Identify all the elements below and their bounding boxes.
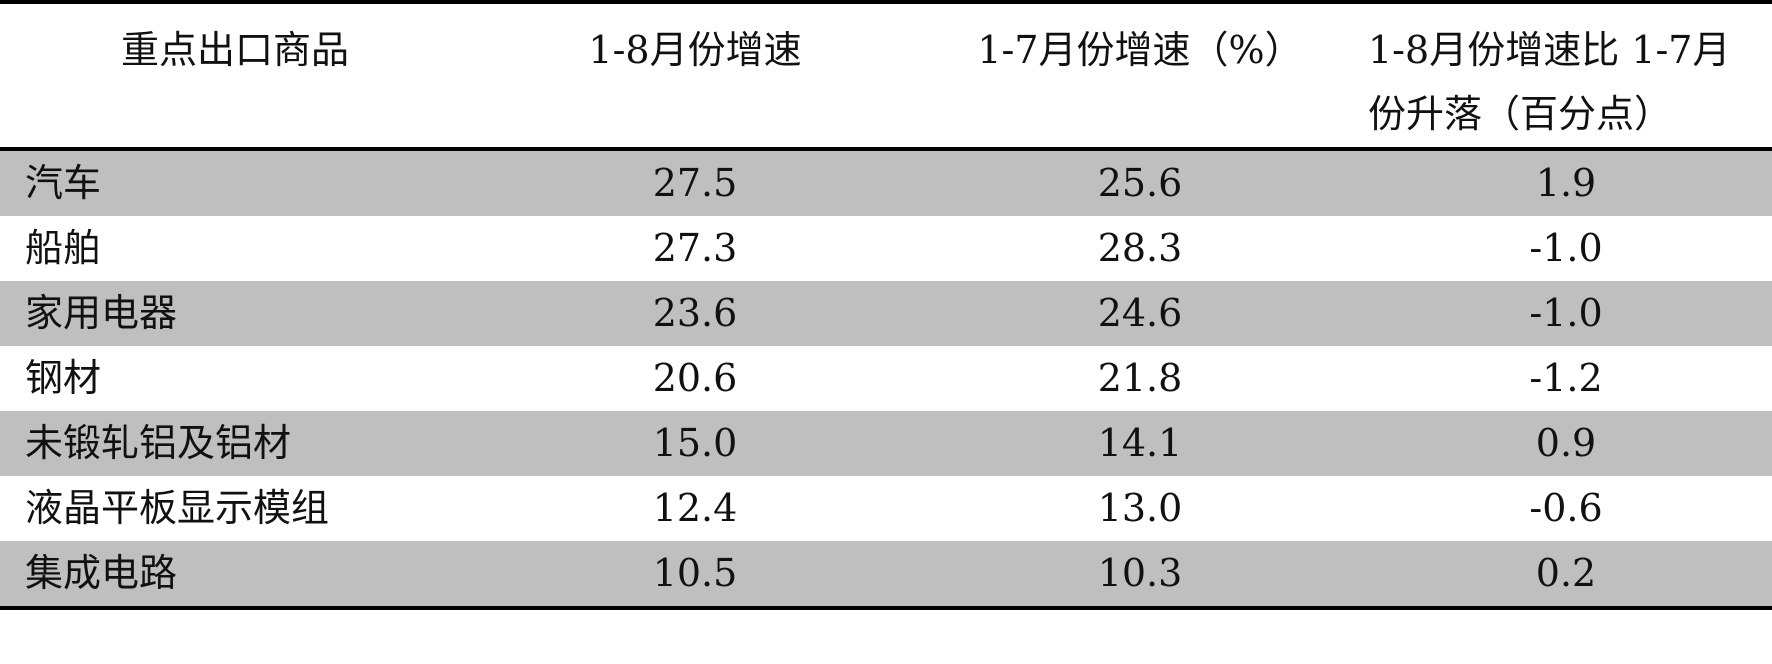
table-row: 家用电器 23.6 24.6 -1.0 xyxy=(0,281,1772,346)
value-cell: 12.4 xyxy=(652,486,738,530)
table-row: 船舶 27.3 28.3 -1.0 xyxy=(0,216,1772,281)
product-cell: 钢材 xyxy=(25,356,102,400)
product-cell: 未锻轧铝及铝材 xyxy=(25,421,292,465)
table-row: 集成电路 10.5 10.3 0.2 xyxy=(0,541,1772,608)
header-row: 重点出口商品 1-8月份增速 1-7月份增速（%） 1-8月份增速比 1-7月份… xyxy=(0,2,1772,149)
value-cell: 0.2 xyxy=(1535,551,1597,595)
value-cell: 25.6 xyxy=(1097,161,1183,205)
table-body: 汽车 27.5 25.6 1.9 船舶 27.3 28.3 -1.0 家用电器 23.6 24.6 -… xyxy=(0,149,1772,608)
value-cell: 13.0 xyxy=(1097,486,1183,530)
table-header: 重点出口商品 1-8月份增速 1-7月份增速（%） 1-8月份增速比 1-7月份… xyxy=(0,2,1772,149)
header-cell: 重点出口商品 xyxy=(120,28,349,72)
table-row: 液晶平板显示模组 12.4 13.0 -0.6 xyxy=(0,476,1772,541)
value-cell: 27.5 xyxy=(652,161,738,205)
value-cell: -1.2 xyxy=(1529,356,1603,400)
value-cell: 28.3 xyxy=(1097,226,1183,270)
table-row: 汽车 27.5 25.6 1.9 xyxy=(0,149,1772,216)
header-cell: 1-8月份增速 xyxy=(588,28,802,72)
value-cell: 15.0 xyxy=(652,421,738,465)
export-table: 重点出口商品 1-8月份增速 1-7月份增速（%） 1-8月份增速比 1-7月份… xyxy=(0,0,1772,610)
product-cell: 船舶 xyxy=(25,226,102,270)
value-cell: -1.0 xyxy=(1529,226,1603,270)
value-cell: 21.8 xyxy=(1097,356,1183,400)
header-cell: 1-8月份增速比 1-7月份升落（百分点） xyxy=(1368,28,1731,136)
value-cell: 23.6 xyxy=(652,291,738,335)
table-row: 钢材 20.6 21.8 -1.2 xyxy=(0,346,1772,411)
product-cell: 汽车 xyxy=(25,161,102,205)
product-cell: 家用电器 xyxy=(25,291,178,335)
table-row: 未锻轧铝及铝材 15.0 14.1 0.9 xyxy=(0,411,1772,476)
header-cell: 1-7月份增速（%） xyxy=(977,28,1303,72)
value-cell: 14.1 xyxy=(1097,421,1183,465)
value-cell: 1.9 xyxy=(1535,161,1597,205)
value-cell: 10.3 xyxy=(1097,551,1183,595)
value-cell: 24.6 xyxy=(1097,291,1183,335)
value-cell: 10.5 xyxy=(652,551,738,595)
value-cell: -0.6 xyxy=(1529,486,1603,530)
value-cell: 20.6 xyxy=(652,356,738,400)
value-cell: 0.9 xyxy=(1535,421,1597,465)
product-cell: 集成电路 xyxy=(25,551,178,595)
value-cell: 27.3 xyxy=(652,226,738,270)
product-cell: 液晶平板显示模组 xyxy=(25,486,330,530)
value-cell: -1.0 xyxy=(1529,291,1603,335)
